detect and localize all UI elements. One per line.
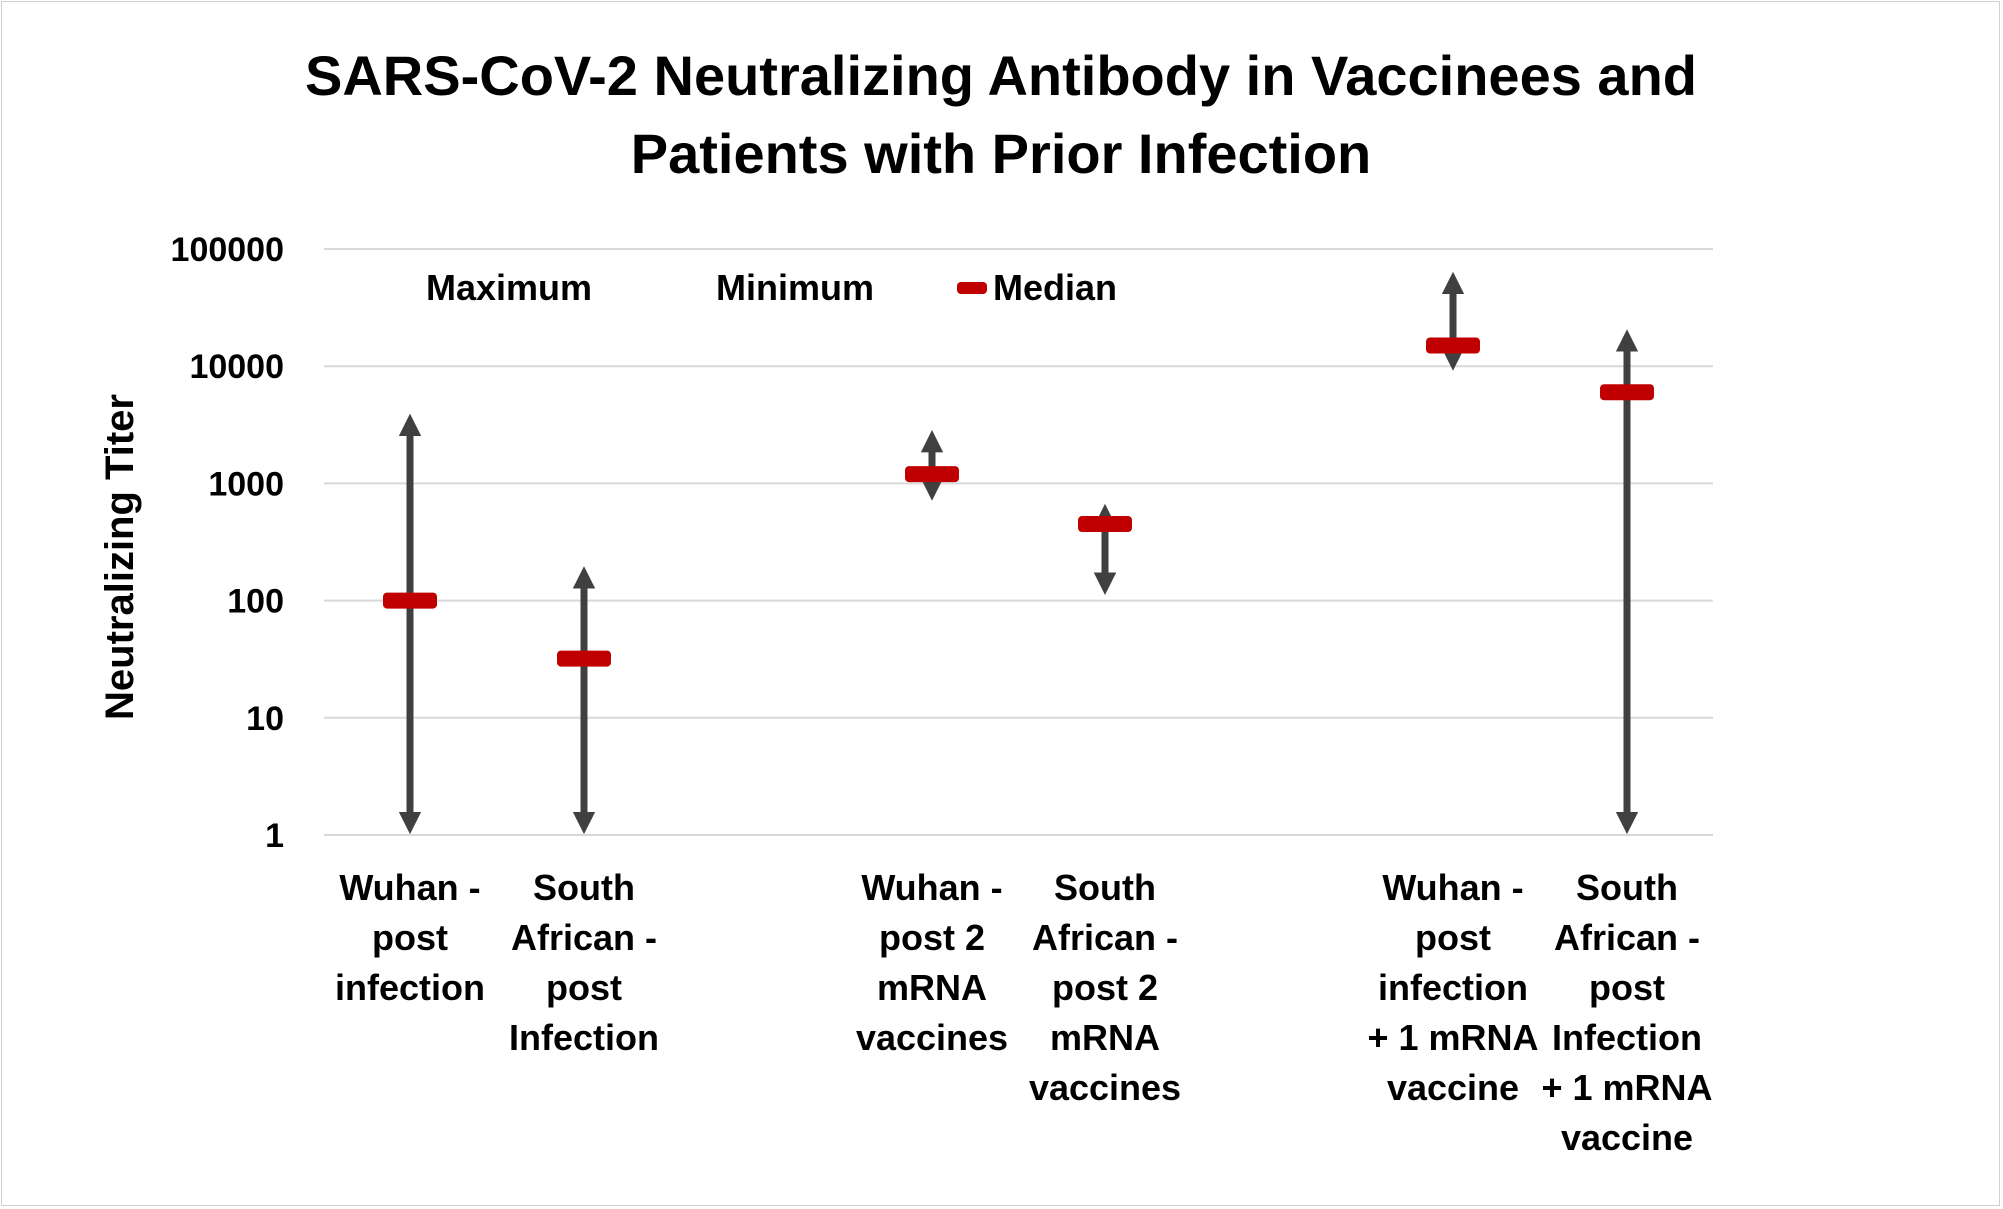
category-label-2-line-2: African - [511, 917, 657, 958]
category-label-6: South African - post Infection + 1 mRNA vacci… [1541, 867, 1712, 1158]
y-axis-tick-labels: 1 10 100 1000 10000 100000 [171, 231, 284, 855]
category-label-5-line-5: vaccine [1387, 1067, 1519, 1108]
category-label-3: Wuhan - post 2 mRNA vaccines [856, 867, 1008, 1058]
category-label-6-line-5: + 1 mRNA [1541, 1067, 1712, 1108]
category-label-2-line-3: post [546, 967, 622, 1008]
category-label-5-line-2: post [1415, 917, 1491, 958]
category-label-2-line-4: Infection [509, 1017, 659, 1058]
category-label-2: South African - post Infection [509, 867, 659, 1058]
category-label-6-line-1: South [1576, 867, 1678, 908]
category-label-3-line-4: vaccines [856, 1017, 1008, 1058]
category-label-2-line-1: South [533, 867, 635, 908]
category-label-4-line-4: mRNA [1050, 1017, 1160, 1058]
category-label-5-line-4: + 1 mRNA [1367, 1017, 1538, 1058]
y-tick-label-100000: 100000 [171, 231, 284, 269]
y-tick-label-10: 10 [246, 700, 284, 738]
category-label-3-line-2: post 2 [879, 917, 985, 958]
median-marker-4 [1078, 516, 1132, 533]
legend-label-median: Median [993, 267, 1117, 308]
category-label-4-line-5: vaccines [1029, 1067, 1181, 1108]
category-label-5-line-1: Wuhan - [1382, 867, 1523, 908]
chart-title: SARS-CoV-2 Neutralizing Antibody in Vacc… [305, 44, 1697, 185]
category-label-1-line-3: infection [335, 967, 485, 1008]
median-markers [383, 337, 1654, 667]
category-label-4-line-3: post 2 [1052, 967, 1158, 1008]
median-marker-1 [383, 592, 437, 609]
chart-title-line-1: SARS-CoV-2 Neutralizing Antibody in Vacc… [305, 44, 1697, 107]
gridlines [324, 248, 1713, 836]
category-label-6-line-6: vaccine [1561, 1117, 1693, 1158]
category-label-5-line-3: infection [1378, 967, 1528, 1008]
y-axis-label: Neutralizing Titer [98, 394, 142, 720]
legend-label-minimum: Minimum [716, 267, 874, 308]
category-label-1-line-2: post [372, 917, 448, 958]
range-arrows [398, 271, 1639, 835]
legend: Maximum Minimum Median [426, 267, 1117, 308]
category-label-1: Wuhan - post infection [335, 867, 485, 1008]
median-marker-2 [557, 650, 611, 667]
category-label-3-line-1: Wuhan - [861, 867, 1002, 908]
legend-swatch-median [957, 282, 987, 294]
category-label-6-line-4: Infection [1552, 1017, 1702, 1058]
category-label-1-line-1: Wuhan - [339, 867, 480, 908]
category-labels: Wuhan - post infection South African - post In… [335, 867, 1713, 1158]
category-label-4-line-2: African - [1032, 917, 1178, 958]
category-label-5: Wuhan - post infection + 1 mRNA vaccine [1367, 867, 1538, 1108]
chart-title-line-2: Patients with Prior Infection [631, 122, 1372, 185]
y-tick-label-1: 1 [265, 817, 284, 855]
category-label-4: South African - post 2 mRNA vaccines [1029, 867, 1181, 1108]
category-label-4-line-1: South [1054, 867, 1156, 908]
category-label-6-line-3: post [1589, 967, 1665, 1008]
median-marker-6 [1600, 384, 1654, 401]
y-tick-label-1000: 1000 [208, 465, 284, 503]
legend-label-maximum: Maximum [426, 267, 592, 308]
y-tick-label-10000: 10000 [189, 348, 284, 386]
category-label-3-line-3: mRNA [877, 967, 987, 1008]
y-tick-label-100: 100 [227, 583, 284, 621]
median-marker-5 [1426, 337, 1480, 354]
category-label-6-line-2: African - [1554, 917, 1700, 958]
median-marker-3 [905, 466, 959, 483]
